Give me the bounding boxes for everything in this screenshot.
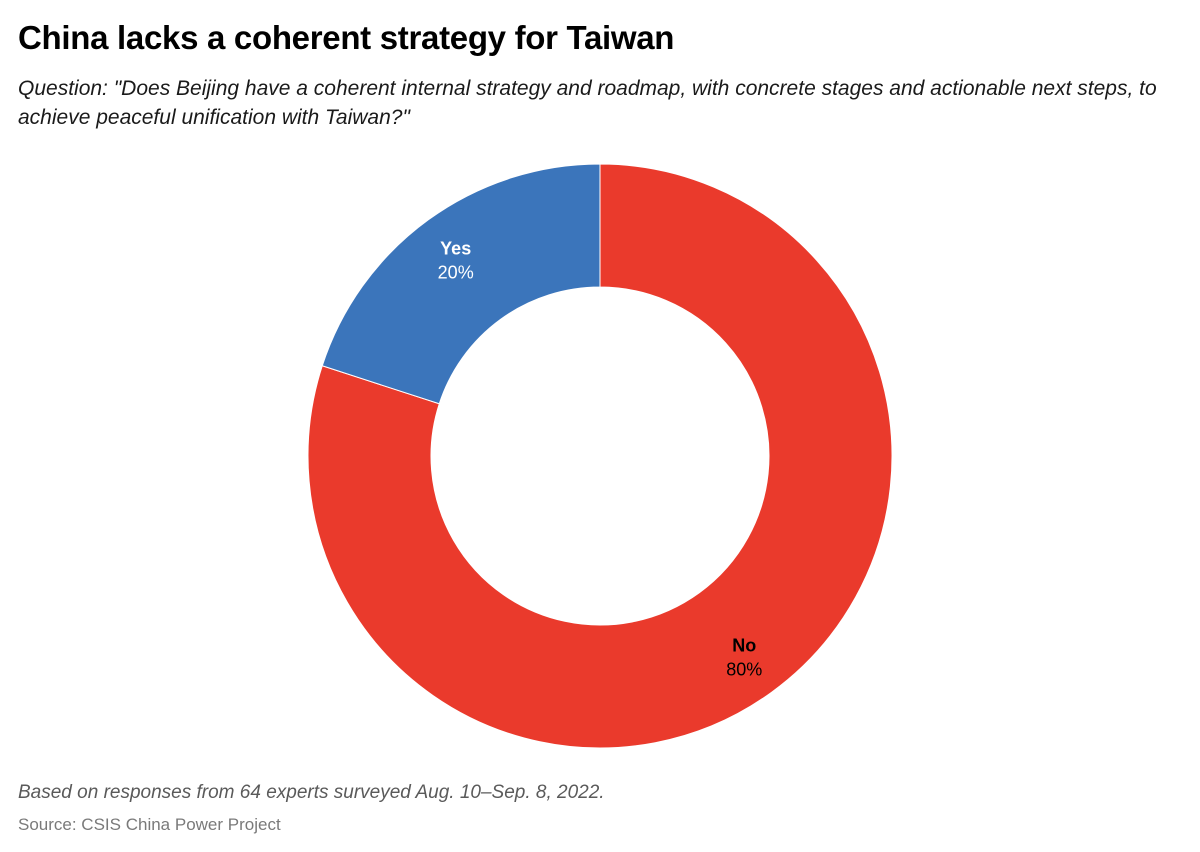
chart-subtitle: Question: "Does Beijing have a coherent … bbox=[18, 77, 1157, 129]
slice-label-no: No bbox=[732, 636, 756, 656]
chart-source: Source: CSIS China Power Project bbox=[18, 815, 281, 834]
slice-label-yes: Yes bbox=[440, 238, 471, 258]
slice-yes bbox=[321, 163, 601, 405]
slice-no bbox=[307, 163, 893, 749]
donut-slices bbox=[307, 163, 893, 749]
slice-value-yes: 20% bbox=[438, 262, 474, 282]
chart-note: Based on responses from 64 experts surve… bbox=[18, 782, 605, 803]
chart-title: China lacks a coherent strategy for Taiw… bbox=[18, 19, 675, 56]
donut-slice-labels: No 80% Yes 20% bbox=[438, 238, 763, 679]
slice-value-no: 80% bbox=[726, 660, 762, 680]
